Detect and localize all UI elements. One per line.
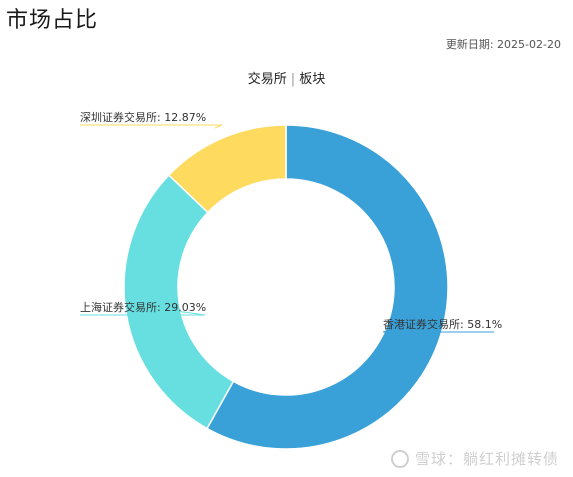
tab-exchange[interactable]: 交易所 [247,72,287,87]
tab-sector[interactable]: 板块 [299,72,326,87]
update-date: 更新日期: 2025-02-20 [445,38,561,51]
label-leader-hongkong [382,314,494,333]
watermark-text: 雪球：躺红利摊转债 [414,450,559,468]
donut-slice-hongkong[interactable] [206,124,449,450]
tab-separator: | [290,72,296,87]
data-label-hongkong: 香港证券交易所: 58.1% [383,317,502,331]
page-title: 市场占比 [6,8,99,33]
watermark: 雪球：躺红利摊转债 [390,448,559,469]
data-label-shenzhen: 深圳证券交易所: 12.87% [80,110,206,124]
donut-slice-shenzhen[interactable] [167,124,287,214]
donut-slice-shanghai[interactable] [123,174,235,430]
data-label-shanghai: 上海证券交易所: 29.03% [80,300,206,314]
label-leader-shanghai [80,303,206,316]
tab-bar: 交易所 | 板块 [0,68,573,87]
snowball-logo-icon [390,450,409,468]
label-leader-shenzhen [80,124,223,129]
